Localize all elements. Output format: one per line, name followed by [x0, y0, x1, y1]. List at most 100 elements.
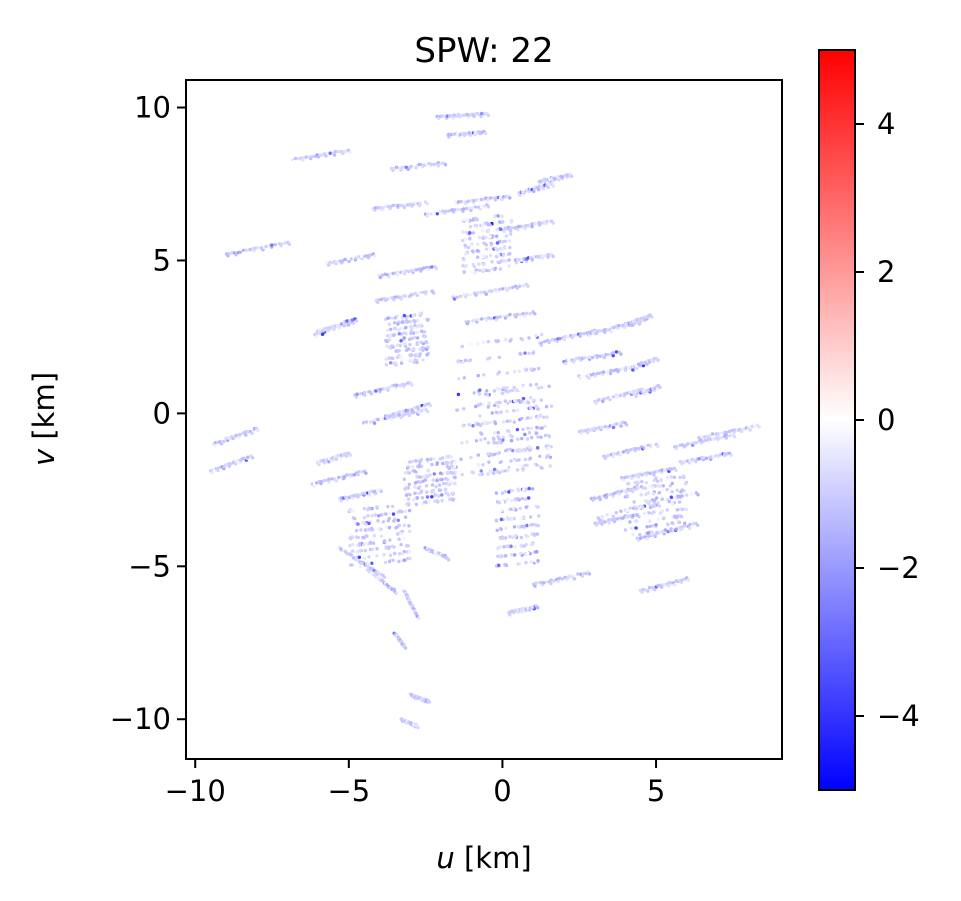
visibility-point: [587, 572, 592, 576]
visibility-point: [509, 232, 513, 236]
visibility-point: [441, 461, 445, 466]
visibility-point: [668, 484, 672, 488]
visibility-point: [503, 554, 507, 558]
visibility-point: [423, 335, 427, 339]
visibility-point: [487, 268, 491, 273]
visibility-point: [481, 236, 485, 240]
visibility-point: [478, 388, 482, 392]
visibility-point: [546, 185, 550, 190]
visibility-point: [399, 297, 403, 301]
visibility-point: [446, 470, 450, 474]
visibility-point: [361, 543, 366, 547]
visibility-point: [716, 436, 721, 441]
visibility-point: [629, 448, 633, 452]
visibility-point: [686, 578, 690, 582]
visibility-point: [670, 502, 675, 506]
visibility-point: [328, 151, 332, 155]
visibility-point: [428, 403, 433, 408]
visibility-point: [502, 545, 506, 549]
visibility-point: [654, 523, 658, 527]
visibility-point: [384, 204, 388, 208]
visibility-point: [479, 114, 483, 118]
visibility-point: [440, 114, 444, 118]
visibility-point: [461, 207, 466, 211]
visibility-point: [482, 268, 486, 272]
colorbar-tick-label: 2: [877, 255, 895, 289]
visibility-point: [465, 206, 469, 211]
visibility-point: [395, 343, 400, 347]
visibility-point: [395, 273, 399, 277]
visibility-point: [582, 356, 587, 360]
visibility-point: [536, 366, 541, 371]
visibility-point: [440, 493, 444, 497]
visibility-point: [456, 200, 461, 204]
colorbar: [818, 49, 856, 791]
visibility-point: [491, 267, 495, 271]
visibility-point: [544, 455, 548, 459]
visibility-point: [340, 259, 345, 263]
visibility-point: [667, 499, 671, 504]
visibility-point: [611, 454, 615, 459]
visibility-point: [732, 428, 737, 432]
visibility-point: [403, 509, 407, 514]
visibility-point: [413, 320, 417, 324]
visibility-point: [363, 423, 368, 427]
visibility-point: [524, 396, 528, 401]
visibility-point: [464, 132, 468, 136]
visibility-point: [456, 392, 461, 397]
visibility-point: [425, 202, 429, 206]
visibility-point: [513, 399, 517, 403]
visibility-point: [478, 207, 483, 211]
visibility-point: [393, 316, 397, 320]
visibility-point: [654, 496, 659, 500]
visibility-point: [462, 218, 466, 222]
visibility-point: [672, 475, 677, 479]
visibility-point: [476, 255, 480, 259]
visibility-point: [598, 329, 602, 333]
visibility-point: [473, 205, 478, 209]
visibility-point: [377, 527, 381, 531]
visibility-point: [499, 410, 503, 414]
visibility-point: [666, 489, 671, 494]
visibility-point: [395, 525, 399, 529]
visibility-point: [628, 520, 632, 524]
visibility-point: [496, 554, 500, 558]
visibility-point: [494, 410, 498, 414]
visibility-point: [333, 149, 338, 154]
visibility-point: [631, 368, 635, 372]
visibility-point: [525, 463, 529, 467]
visibility-point: [420, 496, 425, 500]
visibility-point: [517, 524, 521, 529]
visibility-point: [399, 339, 403, 343]
visibility-point: [452, 460, 457, 464]
visibility-point: [501, 287, 505, 291]
colorbar-tick-label: −2: [877, 551, 920, 585]
visibility-point: [611, 451, 616, 456]
visibility-point: [430, 265, 434, 269]
visibility-point: [399, 415, 403, 420]
visibility-point: [230, 251, 234, 255]
visibility-point: [376, 206, 380, 210]
visibility-point: [398, 343, 402, 348]
visibility-point: [388, 334, 393, 338]
visibility-point: [466, 199, 470, 203]
visibility-point: [611, 425, 616, 430]
visibility-point: [320, 332, 325, 336]
visibility-point: [406, 465, 411, 469]
visibility-point: [388, 538, 392, 542]
visibility-point: [396, 270, 400, 274]
visibility-point: [665, 508, 669, 512]
visibility-point: [424, 162, 429, 167]
visibility-point: [438, 471, 443, 475]
visibility-point: [430, 483, 435, 487]
visibility-point: [456, 207, 460, 212]
x-tick-label: −5: [327, 774, 370, 808]
visibility-point: [370, 506, 374, 511]
visibility-point: [508, 196, 512, 200]
visibility-point: [566, 335, 570, 339]
visibility-point: [655, 530, 659, 535]
visibility-point: [518, 351, 522, 356]
visibility-point: [527, 336, 531, 340]
visibility-point: [440, 477, 444, 482]
visibility-point: [441, 481, 446, 486]
